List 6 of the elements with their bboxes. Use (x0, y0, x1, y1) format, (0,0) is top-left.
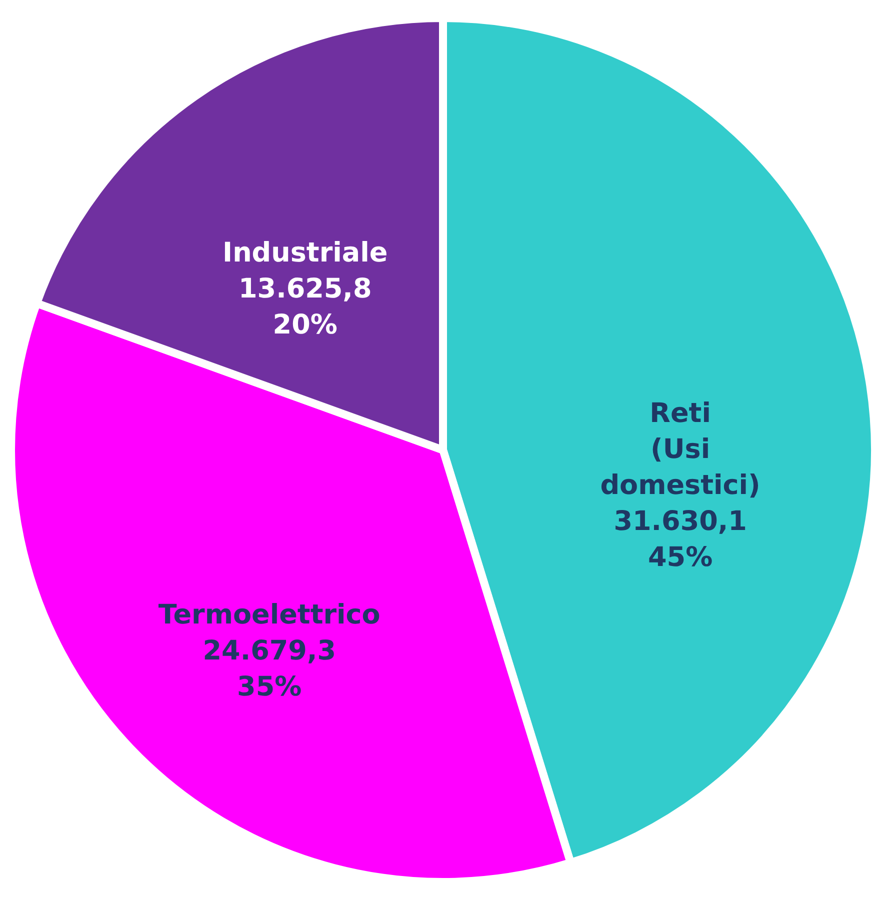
data-label: 13.625,8 20% (238, 274, 372, 341)
slice-label: Reti (Usi domestici) (600, 398, 760, 502)
data-label: 31.630,1 45% (614, 506, 747, 574)
data-label: 24.679,3 35% (202, 636, 336, 703)
slice-label: Termoelettrico (158, 600, 380, 631)
slice-label: Industriale (222, 238, 388, 269)
